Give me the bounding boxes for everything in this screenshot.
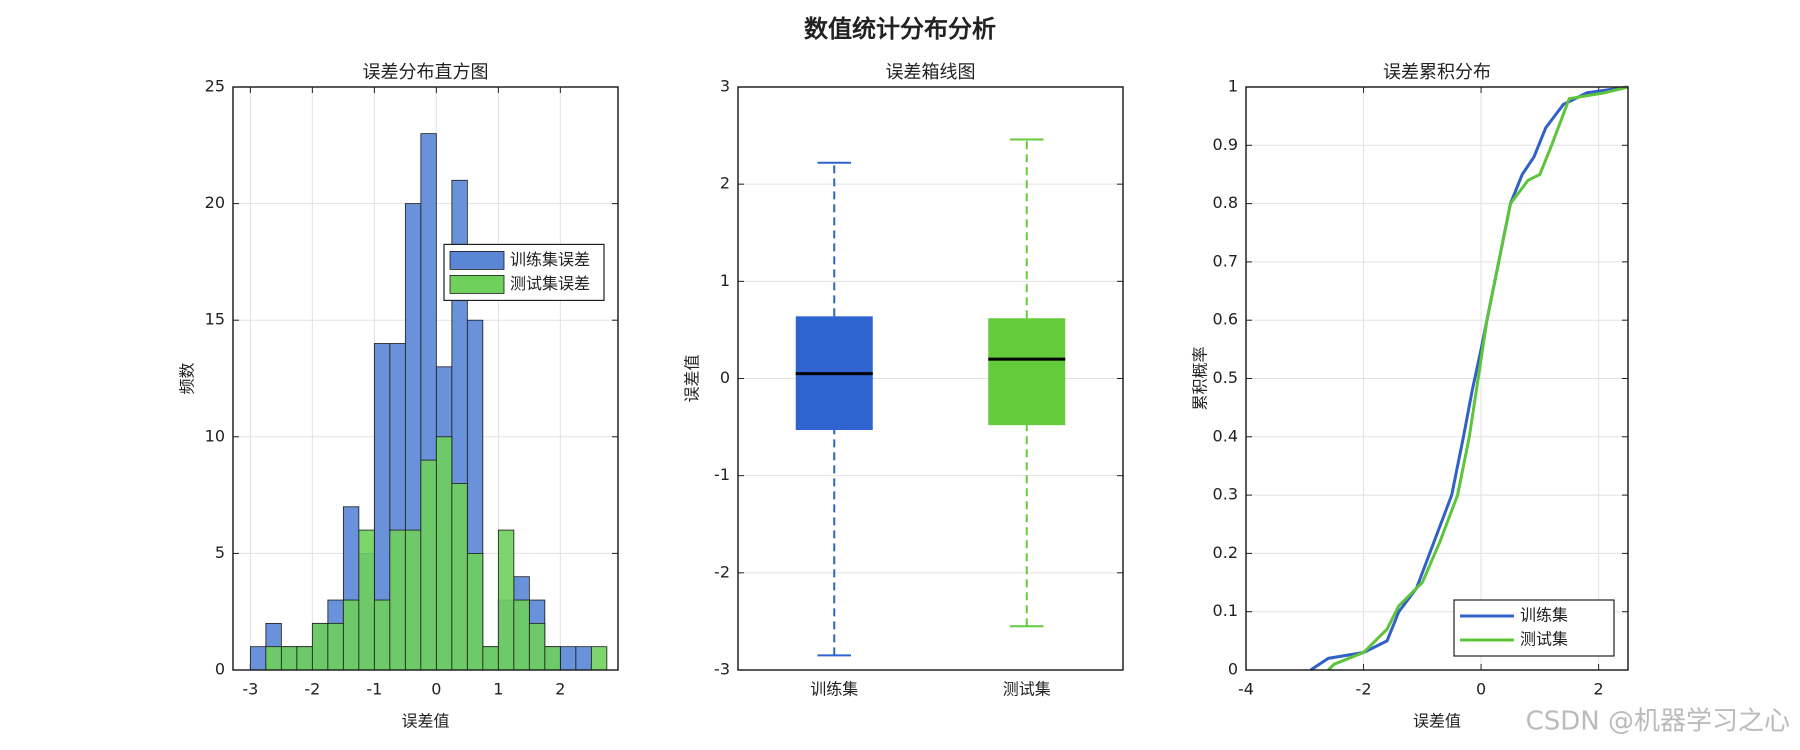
- x-tick-label: -2: [1356, 680, 1372, 699]
- y-tick-label: 15: [205, 310, 225, 329]
- y-tick-label: 0.2: [1213, 543, 1238, 562]
- cdf-line: [1309, 85, 1629, 672]
- legend-swatch: [449, 251, 505, 270]
- axes-frame: [1245, 86, 1629, 671]
- histogram-bar: [420, 459, 437, 671]
- y-tick-label: 2: [720, 174, 730, 193]
- x-tick-label: 0: [1476, 680, 1486, 699]
- legend-box: [1453, 599, 1615, 657]
- x-axis-label: 误差值: [1413, 712, 1461, 731]
- histogram-bar: [435, 436, 453, 671]
- axes-title: 误差分布直方图: [363, 62, 489, 83]
- histogram-bar: [358, 529, 375, 671]
- x-tick-label: 训练集: [810, 680, 858, 699]
- y-tick-label: 0.8: [1213, 193, 1238, 212]
- x-tick-label: 1: [493, 680, 503, 699]
- x-tick-label: -1: [366, 680, 382, 699]
- histogram-bar: [451, 483, 468, 671]
- x-tick-label: -4: [1238, 680, 1254, 699]
- y-tick-label: 5: [215, 543, 225, 562]
- y-tick-label: 3: [720, 77, 730, 96]
- y-tick-label: 1: [720, 271, 730, 290]
- histogram-bar: [497, 529, 515, 671]
- histogram-bar: [528, 622, 546, 671]
- histogram-bar: [389, 529, 406, 671]
- y-tick-label: 0.4: [1213, 426, 1238, 445]
- box: [988, 318, 1066, 426]
- histogram-bar: [544, 646, 561, 671]
- y-tick-label: 0.6: [1213, 310, 1238, 329]
- histogram-bar: [575, 646, 592, 671]
- axes-title: 误差累积分布: [1383, 62, 1491, 83]
- histogram-bar: [342, 599, 360, 671]
- histogram-bar: [265, 646, 282, 671]
- y-tick-label: 0.9: [1213, 135, 1238, 154]
- legend-label: 测试集误差: [510, 274, 590, 293]
- y-tick-label: 0.3: [1213, 485, 1238, 504]
- y-tick-label: 10: [205, 426, 225, 445]
- figure-title: 数值统计分布分析: [804, 15, 996, 43]
- cdf-line: [1327, 85, 1629, 672]
- y-tick-label: -2: [714, 562, 730, 581]
- y-tick-label: 0.7: [1213, 251, 1238, 270]
- y-tick-label: 25: [205, 77, 225, 96]
- y-axis-label: 累积概率: [1191, 346, 1210, 410]
- legend-label: 训练集: [1520, 606, 1568, 625]
- histogram-bar: [373, 599, 391, 671]
- y-axis-label: 频数: [178, 362, 197, 394]
- axes-frame: [232, 86, 619, 671]
- x-tick-label: 测试集: [1003, 680, 1051, 699]
- x-tick-label: -3: [242, 680, 258, 699]
- histogram-bar: [482, 646, 499, 671]
- y-axis-label: 误差值: [683, 354, 702, 402]
- axes-title: 误差箱线图: [886, 62, 976, 83]
- y-tick-label: 1: [1228, 77, 1238, 96]
- y-tick-label: -1: [714, 465, 730, 484]
- x-tick-label: 0: [431, 680, 441, 699]
- y-tick-label: 0: [1228, 660, 1238, 679]
- legend-label: 训练集误差: [510, 250, 590, 269]
- histogram-bar: [559, 646, 577, 671]
- histogram-bar: [327, 622, 344, 671]
- y-tick-label: 20: [205, 193, 225, 212]
- y-tick-label: 0: [720, 368, 730, 387]
- y-tick-label: 0.1: [1213, 601, 1238, 620]
- legend-swatch: [449, 275, 505, 294]
- watermark: CSDN @机器学习之心: [1526, 707, 1790, 737]
- histogram-bar: [466, 553, 484, 671]
- y-tick-label: 0: [215, 660, 225, 679]
- x-tick-label: 2: [1594, 680, 1604, 699]
- x-tick-label: 2: [555, 680, 565, 699]
- histogram-bar: [311, 622, 329, 671]
- histogram-bar: [513, 599, 530, 671]
- histogram-bar: [404, 529, 422, 671]
- x-tick-label: -2: [304, 680, 320, 699]
- histogram-bar: [590, 646, 608, 671]
- y-tick-label: 0.5: [1213, 368, 1238, 387]
- y-tick-label: -3: [714, 660, 730, 679]
- axes-frame: [737, 86, 1124, 671]
- histogram-bar: [280, 646, 298, 671]
- histogram-bar: [249, 646, 267, 671]
- legend-label: 测试集: [1520, 630, 1568, 649]
- histogram-bar: [296, 646, 313, 671]
- x-axis-label: 误差值: [401, 712, 449, 731]
